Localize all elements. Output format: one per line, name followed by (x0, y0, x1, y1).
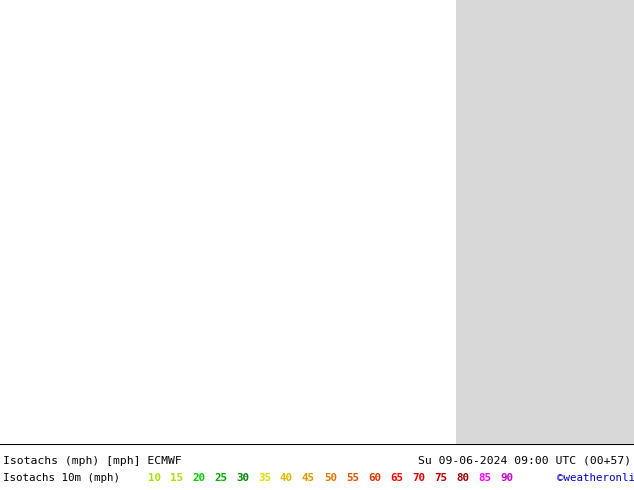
Text: 55: 55 (346, 473, 359, 483)
Text: 70: 70 (412, 473, 425, 483)
Text: 50: 50 (324, 473, 337, 483)
Text: 15: 15 (170, 473, 183, 483)
Text: 45: 45 (302, 473, 315, 483)
Text: 85: 85 (478, 473, 491, 483)
Text: ©weatheronline.co.uk: ©weatheronline.co.uk (557, 473, 634, 483)
Bar (456, 0, 634, 444)
Text: Isotachs (mph) [mph] ECMWF: Isotachs (mph) [mph] ECMWF (3, 456, 182, 466)
Text: 10: 10 (148, 473, 161, 483)
Text: 90: 90 (500, 473, 513, 483)
Text: 30: 30 (236, 473, 249, 483)
Text: 75: 75 (434, 473, 447, 483)
Text: 60: 60 (368, 473, 381, 483)
Text: 35: 35 (258, 473, 271, 483)
Text: Isotachs 10m (mph): Isotachs 10m (mph) (3, 473, 120, 483)
Text: 80: 80 (456, 473, 469, 483)
Text: 40: 40 (280, 473, 293, 483)
Text: Su 09-06-2024 09:00 UTC (00+57): Su 09-06-2024 09:00 UTC (00+57) (418, 456, 631, 466)
Text: 25: 25 (214, 473, 227, 483)
Text: 65: 65 (390, 473, 403, 483)
Text: 20: 20 (192, 473, 205, 483)
